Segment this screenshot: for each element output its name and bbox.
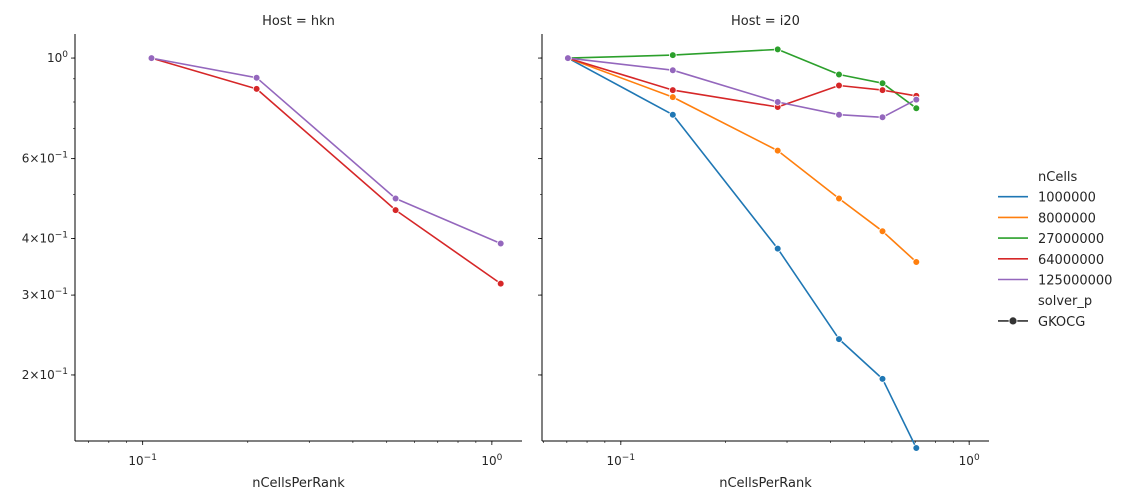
data-point: [252, 73, 261, 82]
data-point: [668, 93, 677, 101]
data-point: [878, 375, 887, 383]
data-point: [773, 45, 782, 54]
legend-style-title: solver_p: [1038, 294, 1092, 309]
legend-entry-label: 8000000: [1038, 211, 1096, 226]
data-point: [878, 113, 887, 122]
data-point: [835, 194, 843, 203]
data-point: [835, 110, 843, 119]
series-line-64000000: [151, 57, 502, 285]
data-point: [252, 85, 261, 93]
data-point: [668, 110, 677, 119]
data-point: [564, 54, 572, 62]
data-point: [668, 86, 677, 94]
facet-panel-2: Host = i20 10−1 100 nCellsPerRank: [538, 14, 989, 491]
data-point: [773, 98, 782, 106]
data-point: [773, 146, 782, 155]
legend: nCells 1000000 8000000 27000000 64000000 1250…: [998, 170, 1112, 330]
legend-entry-label: 125000000: [1038, 274, 1112, 289]
legend-entry-label: 27000000: [1038, 232, 1104, 247]
data-point: [147, 54, 156, 62]
facet-panel-1: Host = hkn 2×10−1 3×10−1 4×10−1 6×10−1 100 10−…: [22, 14, 522, 491]
data-point: [912, 104, 921, 112]
data-point: [391, 194, 400, 203]
facet-title: Host = i20: [731, 14, 800, 29]
data-point: [878, 79, 887, 87]
x-axis-label: nCellsPerRank: [252, 476, 345, 491]
x-tick-label: 10−1: [607, 453, 636, 468]
data-point: [496, 279, 505, 288]
legend-style-marker: [1008, 316, 1018, 326]
data-point: [773, 244, 782, 253]
data-point: [668, 51, 677, 59]
legend-hue-title: nCells: [1038, 170, 1078, 185]
legend-entry-label: 1000000: [1038, 191, 1096, 206]
series-line-125000000: [151, 57, 502, 245]
x-tick-label: 100: [481, 453, 502, 468]
data-point: [668, 66, 677, 74]
data-point: [835, 70, 843, 79]
y-tick-label: 100: [47, 50, 68, 65]
data-point: [878, 227, 887, 236]
y-tick-label: 4×10−1: [22, 230, 68, 245]
data-point: [912, 95, 921, 104]
legend-style-label: GKOCG: [1038, 315, 1085, 330]
data-point: [912, 258, 921, 266]
legend-entry-label: 64000000: [1038, 253, 1104, 268]
y-tick-label: 2×10−1: [22, 367, 68, 382]
series-line-125000000: [567, 57, 917, 119]
data-point: [835, 81, 843, 90]
series-line-1000000: [567, 57, 918, 449]
x-tick-label: 100: [959, 453, 980, 468]
series-line-64000000: [567, 57, 917, 108]
data-point: [391, 206, 400, 214]
y-tick-label: 3×10−1: [22, 287, 68, 302]
y-tick-label: 6×10−1: [22, 151, 68, 166]
x-tick-label: 10−1: [128, 453, 157, 468]
series-line-8000000: [567, 57, 917, 263]
facet-title: Host = hkn: [262, 14, 335, 29]
data-point: [496, 239, 505, 248]
series-line-27000000: [567, 48, 917, 109]
x-axis-label: nCellsPerRank: [719, 476, 812, 491]
data-point: [912, 444, 921, 452]
data-point: [878, 86, 887, 94]
data-point: [835, 335, 843, 343]
